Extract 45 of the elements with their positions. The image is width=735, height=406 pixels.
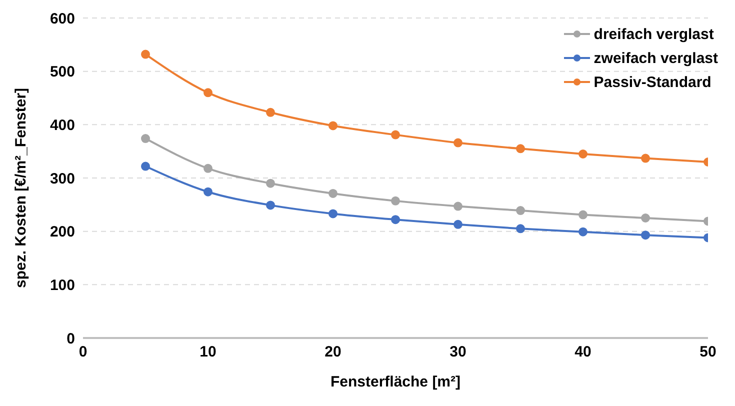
point	[141, 134, 150, 144]
point	[141, 162, 150, 171]
legend-label: dreifach verglast	[594, 26, 714, 42]
point	[266, 108, 275, 117]
y-tick-label: 600	[50, 10, 75, 28]
point	[516, 206, 525, 216]
x-tick-label: 0	[78, 344, 88, 361]
legend-label: Passiv-Standard	[594, 74, 712, 90]
point	[641, 214, 650, 222]
y-tick-label: 500	[50, 64, 75, 81]
point	[516, 224, 525, 234]
y-axis-title: spez. Kosten [€/m²_Fenster]	[12, 88, 30, 288]
point	[516, 144, 525, 154]
point	[578, 227, 588, 236]
point	[391, 130, 400, 140]
x-tick-label: 50	[700, 344, 716, 361]
y-tick-label: 300	[50, 170, 75, 188]
point	[391, 196, 400, 206]
point	[641, 154, 650, 163]
point	[641, 230, 650, 240]
point	[328, 209, 338, 218]
point	[266, 178, 275, 188]
point	[454, 138, 462, 148]
y-tick-label: 0	[66, 330, 75, 348]
point	[391, 215, 400, 224]
x-axis-title: Fensterfläche [m²]	[330, 374, 461, 391]
point	[204, 164, 212, 173]
y-tick-label: 200	[50, 224, 75, 241]
point	[204, 88, 212, 98]
point	[578, 150, 588, 158]
legend-label: zweifach verglast	[594, 50, 718, 66]
x-tick-label: 30	[450, 344, 466, 361]
x-tick-label: 20	[324, 344, 342, 361]
point	[454, 202, 462, 211]
y-tick-label: 400	[50, 116, 75, 134]
point	[328, 188, 338, 198]
x-tick-label: 40	[574, 344, 592, 361]
point	[578, 210, 588, 220]
x-tick-label: 10	[200, 344, 216, 361]
point	[266, 200, 275, 210]
point	[204, 187, 212, 196]
point	[328, 121, 338, 130]
y-tick-label: 100	[50, 276, 75, 294]
point	[141, 50, 150, 59]
point	[454, 220, 462, 229]
